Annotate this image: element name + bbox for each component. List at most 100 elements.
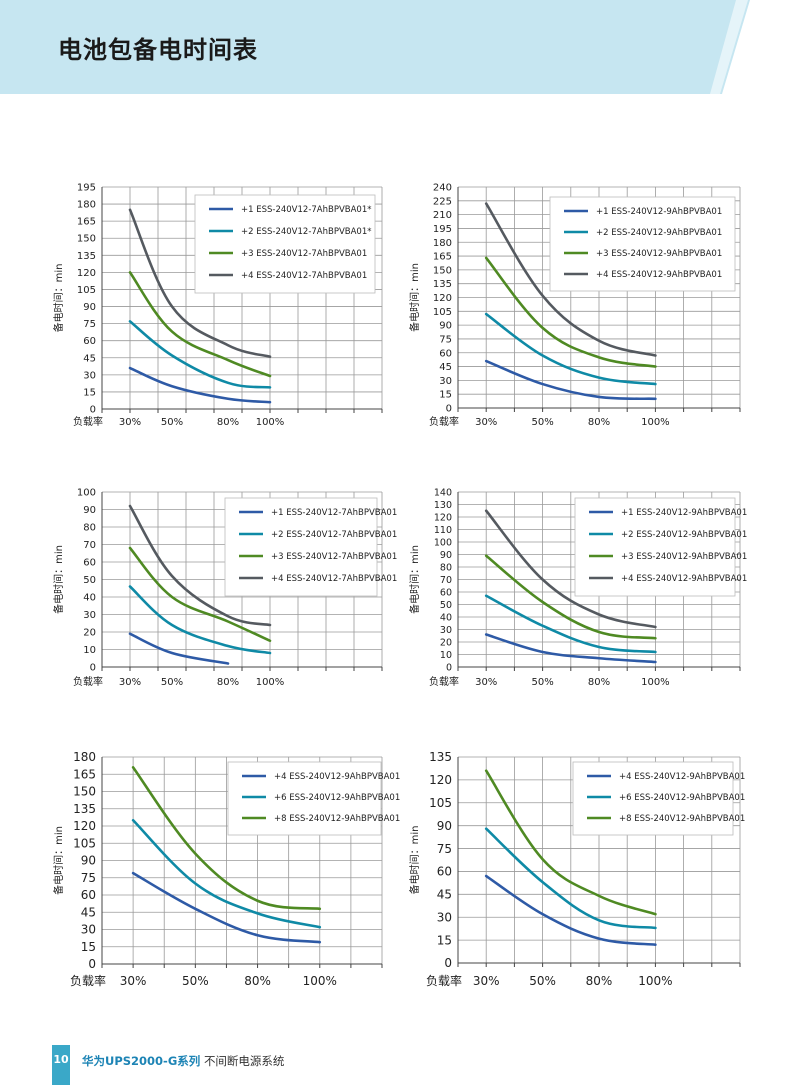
y-tick-label: 40 — [440, 612, 452, 623]
legend-label: +4 ESS-240V12-9AhBPVBA01 — [621, 574, 747, 584]
x-axis-label: 负载率 — [429, 675, 459, 688]
y-tick-label: 0 — [88, 957, 96, 971]
series-line-4 — [128, 504, 272, 627]
legend: +1 ESS-240V12-9AhBPVBA01 +2 ESS-240V12-9A… — [549, 196, 736, 292]
x-tick-label: 50% — [161, 417, 183, 428]
y-tick-label: 30 — [81, 923, 96, 937]
y-tick-label: 75 — [81, 871, 96, 885]
series-line-1 — [484, 633, 657, 664]
x-tick-label: 50% — [161, 677, 183, 688]
y-tick-label: 195 — [77, 183, 96, 194]
y-tick-label: 195 — [433, 224, 452, 235]
legend-box — [194, 194, 376, 294]
page-title: 电池包备电时间表 — [58, 36, 258, 64]
y-tick-label: 15 — [439, 390, 452, 401]
x-tick-label: 80% — [588, 417, 610, 428]
y-tick-label: 45 — [81, 905, 96, 919]
y-tick-label: 0 — [90, 405, 96, 416]
x-tick-label: 100% — [641, 677, 670, 688]
y-tick-label: 165 — [433, 252, 452, 263]
y-axis-label: 备电时间：min — [408, 826, 421, 895]
y-tick-label: 75 — [83, 319, 96, 330]
y-tick-label: 30 — [83, 370, 96, 381]
y-tick-label: 120 — [77, 268, 96, 279]
y-tick-label: 0 — [446, 404, 452, 415]
x-tick-label: 80% — [217, 417, 239, 428]
legend: +1 ESS-240V12-7AhBPVBA01* +2 ESS-240V12-7… — [194, 194, 376, 294]
legend-label: +4 ESS-240V12-9AhBPVBA01 — [274, 772, 400, 782]
legend: +4 ESS-240V12-9AhBPVBA01 +6 ESS-240V12-9A… — [227, 761, 400, 836]
y-tick-label: 165 — [73, 767, 96, 781]
y-tick-label: 0 — [444, 956, 452, 970]
chart-7ah-1to4-packs-b: 0 10 20 30 40 50 60 70 80 90 100 备电时间：min 负载率 30% 50% 8… — [52, 488, 397, 689]
legend-label: +3 ESS-240V12-7AhBPVBA01 — [271, 552, 397, 562]
legend-label: +4 ESS-240V12-9AhBPVBA01 — [619, 772, 745, 782]
x-axis-label: 负载率 — [429, 415, 459, 428]
y-tick-label: 90 — [81, 854, 96, 868]
y-tick-label: 120 — [429, 773, 452, 787]
x-tick-label: 100% — [256, 677, 285, 688]
legend: +1 ESS-240V12-9AhBPVBA01 +2 ESS-240V12-9A… — [574, 497, 747, 597]
y-tick-label: 60 — [83, 336, 96, 347]
footer-caption: 华为UPS2000-G系列 不间断电源系统 — [82, 1053, 284, 1069]
y-tick-label: 225 — [433, 196, 452, 207]
legend-label: +2 ESS-240V12-9AhBPVBA01 — [621, 530, 747, 540]
y-tick-label: 90 — [440, 550, 452, 561]
y-tick-label: 45 — [439, 362, 452, 373]
y-tick-label: 30 — [439, 376, 452, 387]
legend-label: +1 ESS-240V12-7AhBPVBA01* — [241, 205, 371, 215]
footer-brand: 华为UPS2000-G系列 — [82, 1054, 201, 1068]
chart-9ah-4to8-packs: 0 15 30 45 60 75 90 105 120 135 150 165 180 备电时间：min 负… — [52, 750, 400, 988]
series-line-2 — [128, 320, 272, 389]
y-tick-label: 100 — [77, 488, 96, 499]
series-line-4 — [128, 208, 272, 358]
legend-label: +2 ESS-240V12-7AhBPVBA01* — [241, 227, 371, 237]
y-tick-label: 105 — [429, 796, 452, 810]
page-number: 10 — [53, 1053, 69, 1066]
x-axis-label: 负载率 — [73, 675, 103, 688]
x-tick-label: 30% — [120, 974, 147, 988]
y-tick-label: 20 — [83, 628, 96, 639]
y-tick-label: 180 — [77, 200, 96, 211]
y-tick-label: 20 — [440, 637, 452, 648]
legend-label: +3 ESS-240V12-9AhBPVBA01 — [596, 249, 722, 259]
y-axis-label: 备电时间：min — [408, 263, 421, 332]
x-tick-label: 50% — [529, 974, 556, 988]
legend-label: +1 ESS-240V12-7AhBPVBA01 — [271, 508, 397, 518]
legend-box — [549, 196, 736, 292]
page-header: 电池包备电时间表 — [0, 0, 800, 94]
y-tick-label: 150 — [77, 234, 96, 245]
y-tick-label: 10 — [83, 645, 96, 656]
y-tick-label: 60 — [440, 587, 452, 598]
y-tick-label: 135 — [433, 279, 452, 290]
y-tick-label: 15 — [437, 933, 452, 947]
x-tick-label: 30% — [475, 417, 497, 428]
x-tick-label: 50% — [182, 974, 209, 988]
series-line-3 — [128, 271, 272, 378]
y-tick-label: 120 — [433, 293, 452, 304]
y-axis-label: 备电时间：min — [408, 545, 421, 614]
y-axis-label: 备电时间：min — [52, 545, 65, 614]
y-tick-label: 60 — [439, 348, 452, 359]
y-tick-label: 30 — [83, 610, 96, 621]
x-axis-label: 负载率 — [73, 415, 103, 428]
y-tick-label: 150 — [433, 265, 452, 276]
series-line-3 — [484, 769, 657, 916]
y-tick-label: 90 — [437, 819, 452, 833]
y-tick-label: 0 — [90, 663, 96, 674]
legend-box — [224, 497, 378, 597]
y-axis-label: 备电时间：min — [52, 826, 65, 895]
legend-label: +8 ESS-240V12-9AhBPVBA01 — [274, 814, 400, 824]
y-tick-label: 150 — [73, 785, 96, 799]
x-tick-label: 80% — [217, 677, 239, 688]
legend-label: +4 ESS-240V12-7AhBPVBA01 — [241, 271, 367, 281]
y-tick-label: 10 — [440, 650, 452, 661]
y-tick-label: 30 — [437, 910, 452, 924]
series-line-3 — [484, 256, 657, 368]
legend-label: +8 ESS-240V12-9AhBPVBA01 — [619, 814, 745, 824]
y-tick-label: 75 — [437, 842, 452, 856]
y-tick-label: 70 — [83, 540, 96, 551]
series-line-2 — [128, 585, 272, 655]
x-tick-label: 100% — [303, 974, 337, 988]
x-tick-label: 100% — [641, 417, 670, 428]
